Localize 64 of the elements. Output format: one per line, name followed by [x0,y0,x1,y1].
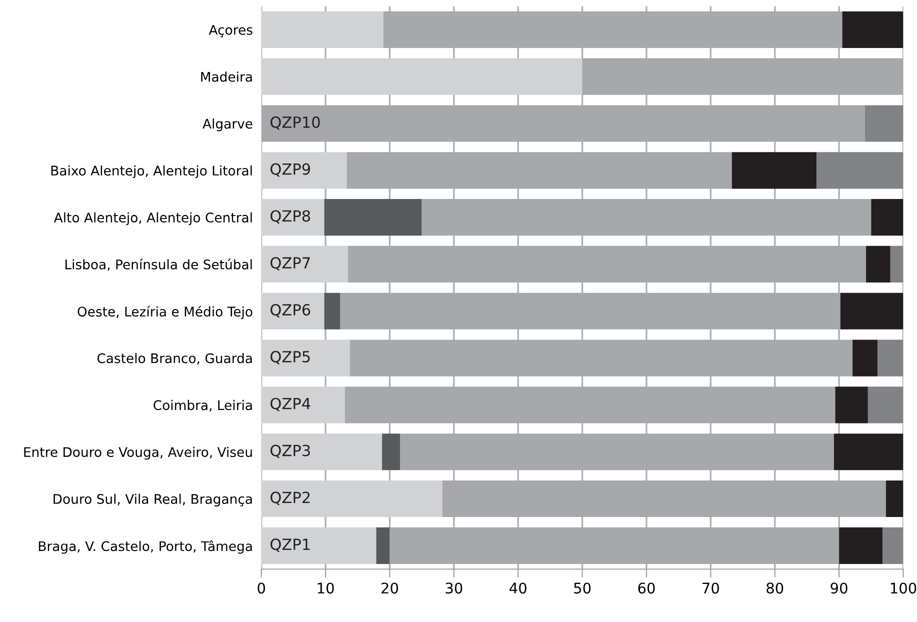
y-tick-label: Baixo Alentejo, Alentejo Litoral [51,165,252,178]
x-tick-label: 20 [382,582,398,594]
x-tick-label: 60 [638,582,655,594]
y-tick-label: Coimbra, Leiria [154,400,252,412]
x-tick-label: 30 [446,582,462,594]
bar [852,340,878,376]
y-tick-label: Açores [208,25,252,38]
x-tick-label: 100 [890,582,916,594]
y-tick-label: Algarve [202,118,252,132]
annotation: QZP6 [270,304,310,318]
bar [376,527,390,564]
bar [839,527,883,564]
annotation: QZP4 [270,398,310,412]
x-tick-label: 0 [258,582,266,594]
bar [816,152,904,189]
annotation: QZP5 [270,350,310,364]
bar [871,199,904,236]
annotation: QZP2 [270,492,310,505]
x-tick-label: 70 [702,582,719,594]
annotation: QZP10 [270,116,320,130]
x-tick-label: 10 [318,582,334,594]
bar [842,11,904,48]
x-tick-label: 80 [766,582,784,594]
x-tick-label: 90 [830,582,848,594]
x-tick-label: 40 [510,582,526,594]
bar [324,199,422,236]
annotation: QZP1 [270,538,310,552]
bar [868,386,904,424]
x-tick-label: 50 [574,582,591,594]
bar [834,434,904,470]
bar [261,58,582,95]
y-tick-label: Castelo Branco, Guarda [97,353,252,365]
bar [882,527,904,564]
annotation: QZP9 [270,163,310,177]
bar [866,246,890,283]
bar [261,434,382,470]
bar [261,340,350,376]
bar [886,480,904,518]
bar [864,105,904,142]
y-tick-label: Douro Sul, Vila Real, Bragança [54,494,252,507]
bar [261,152,347,189]
bar [890,246,904,283]
bar [261,246,348,283]
annotation: QZP8 [270,210,310,224]
bar [261,199,324,236]
bar [878,340,904,376]
y-tick-label: Madeira [201,72,252,82]
y-tick-label: Braga, V. Castelo, Porto, Tâmega [38,540,252,554]
bar [261,11,384,48]
bar [835,386,868,424]
bar [324,292,340,330]
annotation: QZP7 [270,257,310,270]
bar [261,292,324,330]
y-tick-label: Entre Douro e Vouga, Aveiro, Viseu [24,446,252,460]
y-tick-label: Alto Alentejo, Alentejo Central [54,212,252,226]
annotation: QZP3 [270,444,310,458]
bar [261,527,376,564]
y-tick-label: Lisboa, Península de Setúbal [65,258,252,271]
bar [261,386,345,424]
bar [732,152,817,189]
bar [840,292,904,330]
bar [382,434,400,470]
y-tick-label: Oeste, Lezíria e Médio Tejo [78,306,252,320]
bar [261,480,442,518]
